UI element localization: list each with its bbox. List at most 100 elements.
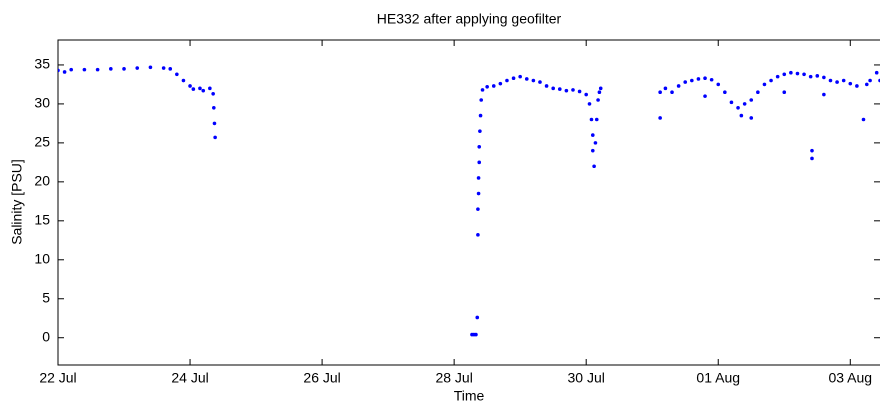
point bbox=[213, 135, 217, 140]
point bbox=[670, 90, 674, 95]
chart-title: HE332 after applying geofilter bbox=[377, 11, 562, 27]
point bbox=[590, 148, 595, 153]
point bbox=[208, 86, 212, 91]
point bbox=[775, 74, 780, 79]
point bbox=[868, 78, 872, 83]
point bbox=[109, 67, 113, 71]
point bbox=[476, 233, 480, 237]
point bbox=[518, 74, 522, 79]
point bbox=[148, 65, 153, 70]
point bbox=[161, 66, 166, 70]
point bbox=[663, 86, 668, 91]
point bbox=[795, 71, 800, 76]
point bbox=[477, 160, 482, 165]
point bbox=[810, 148, 814, 153]
point bbox=[769, 78, 773, 83]
point bbox=[835, 80, 839, 84]
point bbox=[789, 70, 793, 75]
y-tick-label: 20 bbox=[34, 173, 50, 189]
point bbox=[212, 121, 217, 126]
point bbox=[122, 67, 126, 71]
point bbox=[861, 117, 866, 122]
y-axis-label: Salinity [PSU] bbox=[9, 159, 25, 245]
point bbox=[491, 84, 496, 88]
point bbox=[511, 76, 516, 80]
point bbox=[756, 90, 760, 95]
point bbox=[474, 332, 478, 337]
points bbox=[58, 65, 880, 337]
point bbox=[782, 90, 787, 95]
point bbox=[95, 67, 100, 72]
point bbox=[802, 72, 806, 77]
point bbox=[476, 176, 481, 180]
point bbox=[557, 87, 562, 91]
point bbox=[676, 84, 681, 88]
x-axis-label: Time bbox=[454, 388, 485, 404]
point bbox=[723, 90, 727, 95]
y-tick-label: 35 bbox=[34, 56, 50, 72]
point bbox=[62, 70, 67, 74]
point bbox=[498, 81, 503, 86]
point bbox=[864, 82, 869, 87]
point bbox=[58, 68, 60, 73]
point bbox=[808, 74, 813, 79]
point bbox=[478, 113, 483, 118]
point bbox=[201, 88, 206, 93]
point bbox=[658, 90, 662, 95]
point bbox=[531, 78, 536, 83]
point bbox=[729, 100, 734, 105]
point bbox=[815, 74, 820, 78]
point bbox=[544, 84, 549, 88]
point bbox=[191, 87, 196, 91]
x-tick-label: 01 Aug bbox=[696, 370, 740, 386]
point bbox=[181, 78, 186, 83]
point bbox=[538, 80, 542, 84]
x-tick-label: 26 Jul bbox=[303, 370, 340, 386]
point bbox=[596, 98, 600, 102]
point bbox=[480, 88, 485, 92]
point bbox=[587, 102, 592, 106]
point bbox=[592, 164, 596, 169]
point bbox=[709, 77, 714, 82]
x-tick-label: 28 Jul bbox=[435, 370, 472, 386]
point bbox=[69, 67, 74, 72]
point bbox=[762, 82, 767, 87]
y-tick-label: 0 bbox=[42, 328, 50, 344]
point bbox=[524, 77, 529, 81]
point bbox=[597, 90, 602, 95]
point bbox=[822, 75, 826, 80]
y-tick-label: 30 bbox=[34, 95, 50, 111]
x-tick-label: 24 Jul bbox=[171, 370, 208, 386]
point bbox=[476, 207, 480, 211]
point bbox=[211, 91, 215, 96]
x-tick-label: 22 Jul bbox=[39, 370, 76, 386]
point bbox=[874, 70, 879, 75]
point bbox=[212, 106, 216, 110]
point bbox=[703, 94, 707, 98]
point bbox=[739, 113, 744, 118]
point bbox=[475, 315, 480, 320]
point bbox=[703, 76, 707, 80]
point bbox=[848, 81, 853, 86]
point bbox=[598, 86, 603, 91]
plot-frame bbox=[57, 39, 880, 366]
point bbox=[782, 72, 787, 77]
point bbox=[593, 141, 598, 145]
point bbox=[168, 67, 173, 71]
point bbox=[505, 78, 509, 83]
y-tick-label: 5 bbox=[42, 289, 50, 305]
point bbox=[564, 88, 569, 93]
y-tick-label: 10 bbox=[34, 250, 50, 266]
point bbox=[175, 72, 179, 77]
point bbox=[476, 191, 481, 196]
point bbox=[841, 78, 846, 83]
point bbox=[485, 84, 489, 89]
point bbox=[577, 89, 582, 94]
point bbox=[584, 92, 588, 97]
point bbox=[571, 88, 575, 92]
point bbox=[696, 77, 701, 81]
point bbox=[188, 84, 192, 88]
point bbox=[855, 84, 859, 88]
point bbox=[822, 92, 826, 97]
point bbox=[82, 67, 87, 72]
